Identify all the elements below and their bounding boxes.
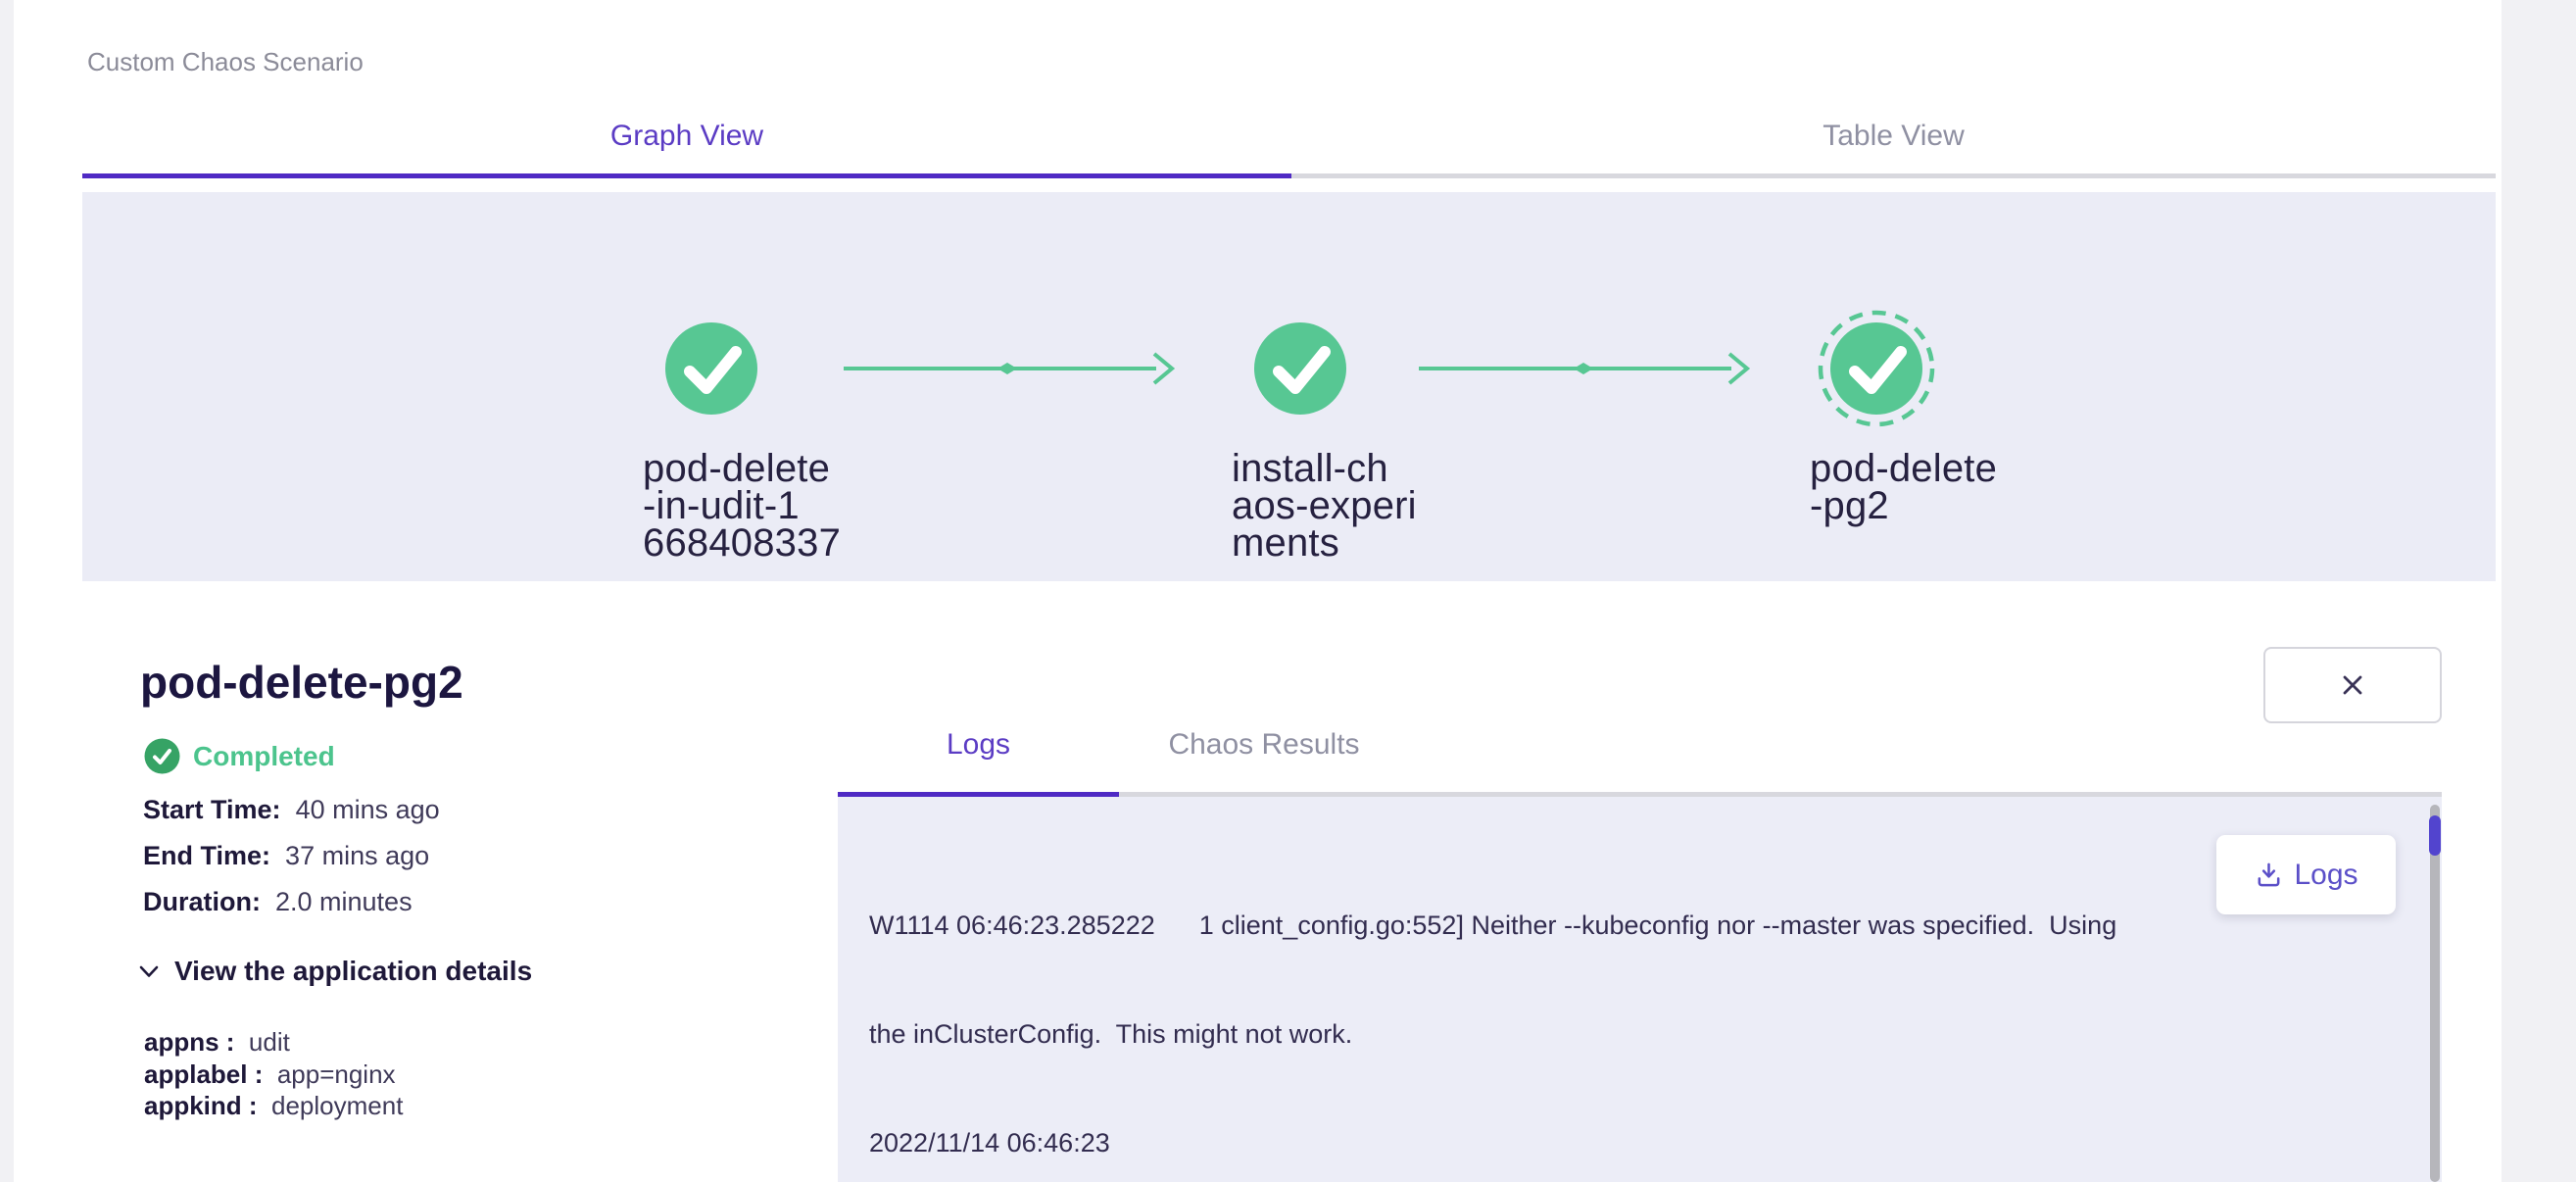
node-label: pod-delete -in-udit-1 668408337 [643, 447, 842, 565]
close-icon [2343, 675, 2362, 695]
tab-graph-view[interactable]: Graph View [82, 106, 1291, 167]
download-logs-label: Logs [2294, 858, 2358, 891]
log-lines: W1114 06:46:23.285222 1 client_config.go… [869, 835, 2422, 1182]
appkind-row: appkind : deployment [144, 1091, 404, 1120]
status-badge: Completed [144, 738, 335, 774]
close-button[interactable] [2263, 647, 2442, 723]
tab-logs-label: Logs [946, 728, 1011, 761]
tab-table-view-label: Table View [1823, 120, 1965, 152]
start-time-row: Start Time: 40 mins ago [143, 795, 440, 824]
applabel-row: applabel : app=nginx [144, 1059, 396, 1089]
logs-tab-divider [1119, 792, 2442, 797]
node-detail-title: pod-delete-pg2 [140, 657, 463, 708]
logs-output-panel: W1114 06:46:23.285222 1 client_config.go… [838, 797, 2442, 1182]
log-line: the inClusterConfig. This might not work… [869, 1019, 1353, 1049]
chevron-down-icon [139, 965, 159, 977]
check-circle-icon [665, 322, 757, 415]
log-scrollbar-thumb[interactable] [2429, 815, 2441, 856]
log-scrollbar-track[interactable] [2429, 805, 2441, 1182]
tab-divider [1291, 173, 2496, 178]
node-label: install-ch aos-experi ments [1232, 447, 1417, 565]
logs-tab-indicator [838, 792, 1119, 797]
tab-table-view[interactable]: Table View [1291, 106, 2496, 167]
view-application-details-toggle[interactable]: View the application details [138, 956, 532, 987]
tab-logs[interactable]: Logs [838, 722, 1119, 767]
tab-graph-view-label: Graph View [609, 120, 764, 152]
tab-chaos-results-label: Chaos Results [1168, 728, 1360, 761]
page-title: Custom Chaos Scenario [87, 47, 364, 76]
check-circle-icon [144, 738, 180, 774]
workflow-node-pod-delete-in-udit[interactable] [646, 303, 777, 434]
workflow-edges [844, 352, 1751, 385]
check-circle-selected-icon [1818, 310, 1935, 427]
download-icon [2259, 862, 2280, 887]
node-label: pod-delete -pg2 [1810, 447, 1998, 527]
duration-row: Duration: 2.0 minutes [143, 887, 413, 916]
appns-row: appns : udit [144, 1027, 290, 1057]
check-circle-icon [1254, 322, 1346, 415]
log-line: W1114 06:46:23.285222 1 client_config.go… [869, 911, 2117, 940]
status-text: Completed [193, 740, 335, 771]
end-time-row: End Time: 37 mins ago [143, 841, 430, 870]
workflow-node-pod-delete-pg2[interactable] [1811, 303, 1942, 434]
application-details-header: View the application details [174, 956, 533, 986]
log-line: 2022/11/14 06:46:23 [869, 1128, 1110, 1157]
tab-chaos-results[interactable]: Chaos Results [1119, 722, 1409, 767]
active-tab-indicator [82, 173, 1291, 178]
workflow-graph-panel: pod-delete -in-udit-1 668408337 install-… [82, 192, 2496, 581]
download-logs-button[interactable]: Logs [2216, 835, 2396, 914]
workflow-node-install-chaos-experiments[interactable] [1235, 303, 1366, 434]
